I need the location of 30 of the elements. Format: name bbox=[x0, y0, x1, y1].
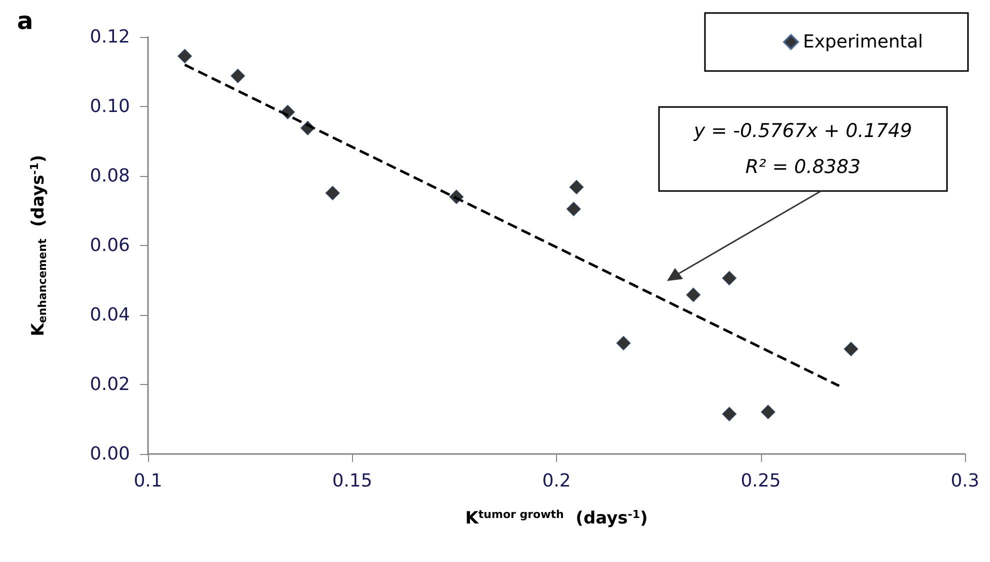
point bbox=[325, 186, 340, 200]
x-tick-label: 0.3 bbox=[950, 470, 980, 492]
point bbox=[300, 120, 316, 136]
y-tick-label: 0.12 bbox=[90, 26, 130, 48]
point bbox=[177, 48, 192, 64]
point bbox=[230, 68, 246, 84]
point bbox=[760, 404, 776, 420]
y-tick-label: 0.02 bbox=[90, 374, 130, 395]
point bbox=[722, 270, 737, 286]
point bbox=[280, 104, 296, 120]
y-tick-label: 0.00 bbox=[90, 444, 130, 464]
point bbox=[569, 180, 584, 194]
y-axis-title: Kenhancement (days-1) bbox=[28, 154, 49, 336]
y-tick-label: 0.10 bbox=[90, 96, 130, 117]
point bbox=[686, 288, 701, 302]
chart-title: a bbox=[17, 7, 34, 35]
point bbox=[566, 202, 581, 216]
point bbox=[449, 190, 464, 204]
annotation: y = -0.5767x + 0.1749 R² = 0.8383 bbox=[692, 120, 912, 178]
x-tick-label: 0.1 bbox=[134, 470, 162, 492]
point bbox=[616, 336, 631, 350]
y-tick-label: 0.06 bbox=[90, 235, 130, 256]
legend-label: Experimental bbox=[802, 32, 924, 52]
x-tick-label: 0.15 bbox=[332, 470, 372, 492]
x-tick-label: 0.2 bbox=[542, 470, 571, 492]
x-tick-label: 0.25 bbox=[740, 470, 781, 492]
point bbox=[844, 342, 858, 356]
point bbox=[722, 406, 737, 422]
y-tick-label: 0.04 bbox=[90, 304, 130, 326]
y-tick-label: 0.08 bbox=[90, 166, 130, 186]
